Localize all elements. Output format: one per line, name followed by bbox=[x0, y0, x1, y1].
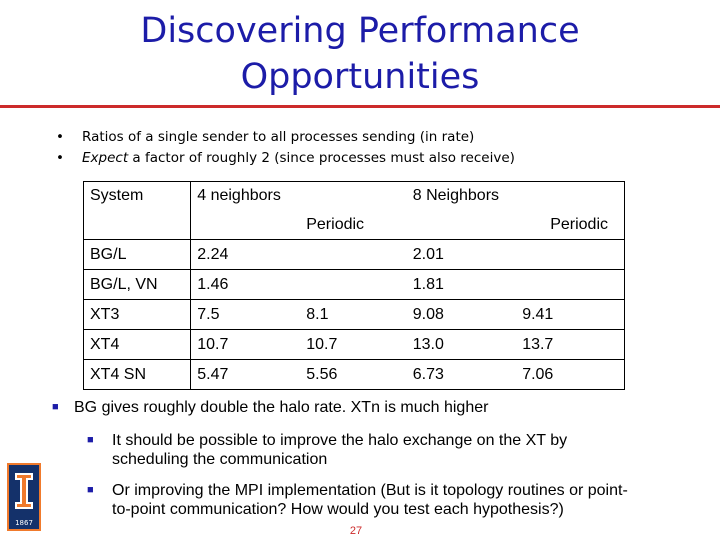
header-8-neighbors: 8 Neighbors bbox=[412, 187, 500, 205]
ratio-table: System 4 neighbors 8 Neighbors Periodic … bbox=[83, 181, 625, 390]
cell-n4: 10.7 bbox=[190, 329, 301, 360]
sub-bullet-2: ■ Or improving the MPI implementation (B… bbox=[87, 481, 628, 519]
table-row: XT4 SN 5.47 5.56 6.73 7.06 bbox=[84, 359, 624, 389]
bullet-dot-icon: • bbox=[56, 129, 64, 145]
cell-n8-periodic: 7.06 bbox=[516, 359, 624, 389]
title-line-1: Discovering Performance bbox=[140, 11, 580, 51]
cell-n8: 6.73 bbox=[406, 359, 517, 389]
intro-bullet-1: • Ratios of a single sender to all proce… bbox=[56, 127, 515, 148]
block-i-icon bbox=[15, 473, 33, 509]
subheader-4-periodic: Periodic bbox=[306, 215, 365, 233]
sub-bullet-1: ■ It should be possible to improve the h… bbox=[87, 431, 567, 469]
cell-n4-periodic: 5.56 bbox=[300, 359, 407, 389]
table-row: XT3 7.5 8.1 9.08 9.41 bbox=[84, 299, 624, 330]
logo-year: 1867 bbox=[15, 519, 33, 527]
cell-system: XT4 SN bbox=[84, 359, 191, 389]
cell-n8-periodic bbox=[516, 239, 624, 270]
sub-bullet-line: Or improving the MPI implementation (But… bbox=[112, 482, 628, 499]
square-bullet-icon: ■ bbox=[87, 484, 94, 496]
slide-title: Discovering Performance Opportunities bbox=[0, 8, 720, 100]
cell-n4: 1.46 bbox=[190, 269, 301, 300]
cell-n8-periodic: 9.41 bbox=[516, 299, 624, 330]
cell-n8: 13.0 bbox=[406, 329, 517, 360]
sub-bullet-line: It should be possible to improve the hal… bbox=[112, 432, 568, 449]
sub-bullet-line: to-point communication? How would you te… bbox=[112, 501, 564, 518]
table-row: XT4 10.7 10.7 13.0 13.7 bbox=[84, 329, 624, 360]
cell-n4-periodic bbox=[300, 239, 407, 270]
main-bullet: ■ BG gives roughly double the halo rate. … bbox=[52, 399, 488, 417]
cell-n4: 5.47 bbox=[190, 359, 301, 389]
cell-n8: 9.08 bbox=[406, 299, 517, 330]
title-line-2: Opportunities bbox=[240, 57, 480, 97]
cell-n8: 2.01 bbox=[406, 239, 517, 270]
main-bullet-text: BG gives roughly double the halo rate. X… bbox=[74, 399, 489, 416]
university-logo: 1867 bbox=[7, 463, 41, 531]
title-divider bbox=[0, 105, 720, 108]
bullet-dot-icon: • bbox=[56, 150, 64, 166]
square-bullet-icon: ■ bbox=[87, 434, 94, 446]
header-4-neighbors: 4 neighbors bbox=[190, 182, 407, 211]
table-row: BG/L, VN 1.46 1.81 bbox=[84, 269, 624, 300]
cell-system: XT3 bbox=[84, 299, 191, 330]
page-number: 27 bbox=[349, 525, 363, 537]
intro-bullet-text: a factor of roughly 2 (since processes m… bbox=[128, 150, 515, 166]
intro-bullet-list: • Ratios of a single sender to all proce… bbox=[56, 127, 515, 169]
cell-n4-periodic: 10.7 bbox=[300, 329, 407, 360]
cell-n8-periodic: 13.7 bbox=[516, 329, 624, 360]
table-subheader-row: Periodic Periodic bbox=[84, 210, 624, 240]
intro-bullet-text: Ratios of a single sender to all process… bbox=[82, 129, 475, 145]
sub-bullet-line: scheduling the communication bbox=[112, 451, 328, 468]
table-header-row: System 4 neighbors 8 Neighbors bbox=[84, 182, 624, 211]
cell-system: BG/L, VN bbox=[84, 269, 191, 300]
header-system: System bbox=[90, 187, 144, 205]
square-bullet-icon: ■ bbox=[52, 401, 59, 413]
cell-n8: 1.81 bbox=[406, 269, 517, 300]
cell-n4-periodic bbox=[300, 269, 407, 300]
cell-n4: 7.5 bbox=[190, 299, 301, 330]
cell-n8-periodic bbox=[516, 269, 624, 300]
cell-system: BG/L bbox=[84, 239, 191, 270]
cell-system: XT4 bbox=[84, 329, 191, 360]
subheader-8-periodic: Periodic bbox=[550, 215, 608, 233]
intro-bullet-2: • Expect a factor of roughly 2 (since pr… bbox=[56, 148, 515, 169]
cell-n4: 2.24 bbox=[190, 239, 301, 270]
intro-bullet-emphasis: Expect bbox=[82, 150, 129, 166]
cell-n4-periodic: 8.1 bbox=[300, 299, 407, 330]
table-row: BG/L 2.24 2.01 bbox=[84, 239, 624, 270]
